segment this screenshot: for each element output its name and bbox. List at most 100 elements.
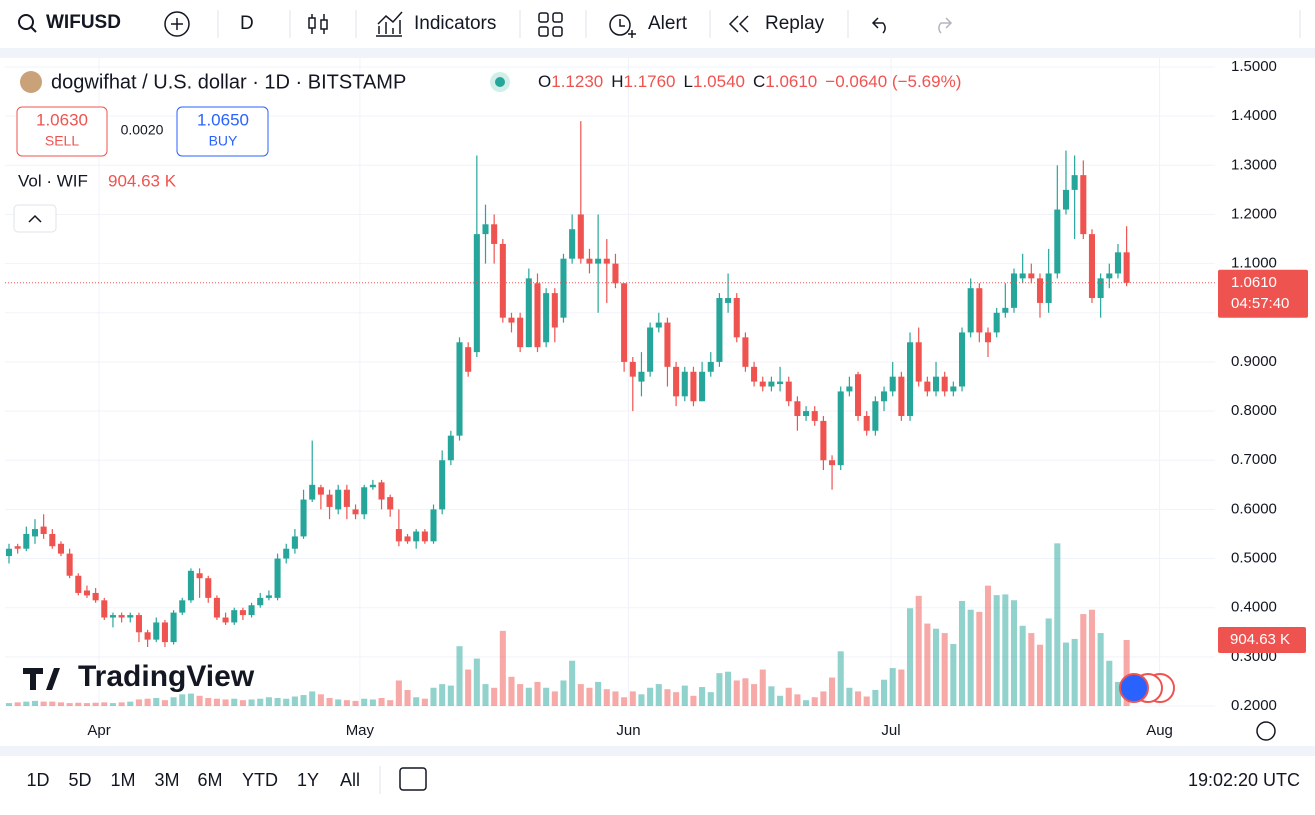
volume-bar bbox=[595, 681, 602, 706]
volume-bar bbox=[958, 600, 966, 706]
volume-bar bbox=[751, 684, 758, 706]
candle-body bbox=[898, 376, 905, 416]
candle-body bbox=[1071, 175, 1078, 190]
volume-bar bbox=[144, 698, 151, 706]
candle-body bbox=[482, 224, 489, 235]
buy-label: BUY bbox=[209, 133, 238, 149]
volume-bar bbox=[421, 698, 428, 706]
volume-bar bbox=[1054, 543, 1061, 706]
candle-body bbox=[855, 374, 862, 416]
volume-bar bbox=[551, 691, 558, 706]
symbol[interactable]: WIFUSD bbox=[46, 12, 121, 33]
x-tick-label: May bbox=[346, 722, 375, 739]
range-button[interactable]: 6M bbox=[197, 770, 222, 790]
sell-button[interactable] bbox=[16, 106, 108, 157]
y-tick-label: 1.3000 bbox=[1231, 156, 1277, 173]
candle-body bbox=[109, 615, 116, 618]
range-button[interactable]: 3M bbox=[154, 770, 179, 790]
range-button[interactable]: 1D bbox=[26, 770, 49, 790]
candle-body bbox=[430, 509, 437, 542]
volume-bar bbox=[300, 695, 307, 706]
price-tag-label: 1.0610 bbox=[1231, 274, 1277, 291]
compare-button[interactable] bbox=[164, 11, 190, 37]
undo[interactable] bbox=[871, 17, 886, 34]
candle-body bbox=[846, 386, 853, 392]
candle-body bbox=[387, 497, 394, 510]
range-button[interactable]: 5D bbox=[68, 770, 91, 790]
candle-body bbox=[967, 288, 974, 333]
candle-body bbox=[144, 632, 151, 640]
candle-body bbox=[699, 371, 706, 402]
y-tick-label: 0.7000 bbox=[1231, 451, 1277, 468]
search-icon bbox=[30, 26, 37, 33]
candle-body bbox=[378, 482, 385, 500]
candle-body bbox=[560, 258, 567, 318]
layouts-icon[interactable] bbox=[538, 12, 563, 37]
candle-body bbox=[283, 548, 290, 559]
volume-bar bbox=[57, 702, 65, 706]
c-value: 1.0610 bbox=[765, 72, 817, 91]
volume-bar bbox=[109, 703, 116, 706]
interval[interactable]: D bbox=[240, 13, 254, 34]
candle-body bbox=[976, 288, 983, 333]
redo[interactable] bbox=[938, 17, 953, 34]
range-button[interactable]: 1M bbox=[110, 770, 135, 790]
y-tick-label: 0.9000 bbox=[1231, 353, 1277, 370]
volume-name: Vol · WIF bbox=[18, 171, 88, 190]
h-label: H bbox=[611, 72, 623, 91]
volume-bar bbox=[924, 623, 931, 706]
volume-bar bbox=[967, 609, 974, 706]
candle-body bbox=[1045, 273, 1052, 303]
alert[interactable]: Alert bbox=[648, 13, 688, 34]
y-tick-label: 1.1000 bbox=[1231, 255, 1277, 272]
change: −0.0640 (−5.69%) bbox=[825, 72, 961, 91]
volume-bar bbox=[153, 697, 160, 706]
volume-bar bbox=[915, 595, 922, 706]
volume-bar bbox=[317, 694, 324, 706]
settings-icon[interactable] bbox=[1256, 721, 1276, 741]
search-icon[interactable] bbox=[18, 14, 34, 30]
range-button[interactable]: YTD bbox=[242, 770, 278, 790]
volume-bar bbox=[889, 668, 896, 706]
candle-body bbox=[465, 347, 472, 372]
replay[interactable]: Replay bbox=[765, 13, 825, 34]
volume-bar bbox=[534, 681, 541, 706]
candle-body bbox=[14, 546, 21, 549]
date-range-icon[interactable] bbox=[399, 767, 427, 791]
volume-bar bbox=[707, 692, 714, 706]
volume-bar bbox=[265, 697, 272, 706]
indicators-icon bbox=[376, 11, 403, 37]
candle-body bbox=[83, 590, 90, 596]
indicators[interactable]: Indicators bbox=[414, 13, 496, 34]
volume-bar bbox=[213, 698, 220, 706]
buy-button[interactable] bbox=[176, 106, 269, 157]
candle-body bbox=[1062, 189, 1070, 210]
volume-tag-label: 904.63 K bbox=[1230, 631, 1290, 648]
event-icon[interactable] bbox=[1119, 673, 1149, 703]
volume-bar bbox=[465, 669, 472, 706]
candle-body bbox=[621, 283, 628, 362]
volume-bar bbox=[543, 687, 550, 706]
volume-bar bbox=[369, 699, 376, 706]
series-name: dogwifhat / U.S. dollar · 1D · BITSTAMP bbox=[51, 71, 406, 93]
range-button[interactable]: 1Y bbox=[297, 770, 319, 790]
candle-body bbox=[707, 361, 714, 372]
candle-body bbox=[759, 381, 766, 387]
range-button[interactable]: All bbox=[340, 770, 360, 790]
candle-body bbox=[75, 575, 82, 593]
candle-body bbox=[369, 484, 376, 488]
candle-body bbox=[257, 597, 264, 606]
volume-bar bbox=[768, 686, 775, 706]
collapse-button[interactable] bbox=[13, 204, 57, 233]
l-value: 1.0540 bbox=[693, 72, 745, 91]
volume-bar bbox=[387, 700, 394, 706]
volume-bar bbox=[517, 684, 524, 706]
volume-bar bbox=[569, 660, 576, 706]
volume-bar bbox=[629, 691, 636, 706]
y-tick-label: 0.5000 bbox=[1231, 550, 1277, 567]
candle-body bbox=[932, 376, 940, 392]
o-label: O bbox=[538, 72, 551, 91]
volume-bar bbox=[161, 700, 168, 706]
candle-body bbox=[187, 570, 194, 601]
candle-body bbox=[127, 615, 134, 618]
